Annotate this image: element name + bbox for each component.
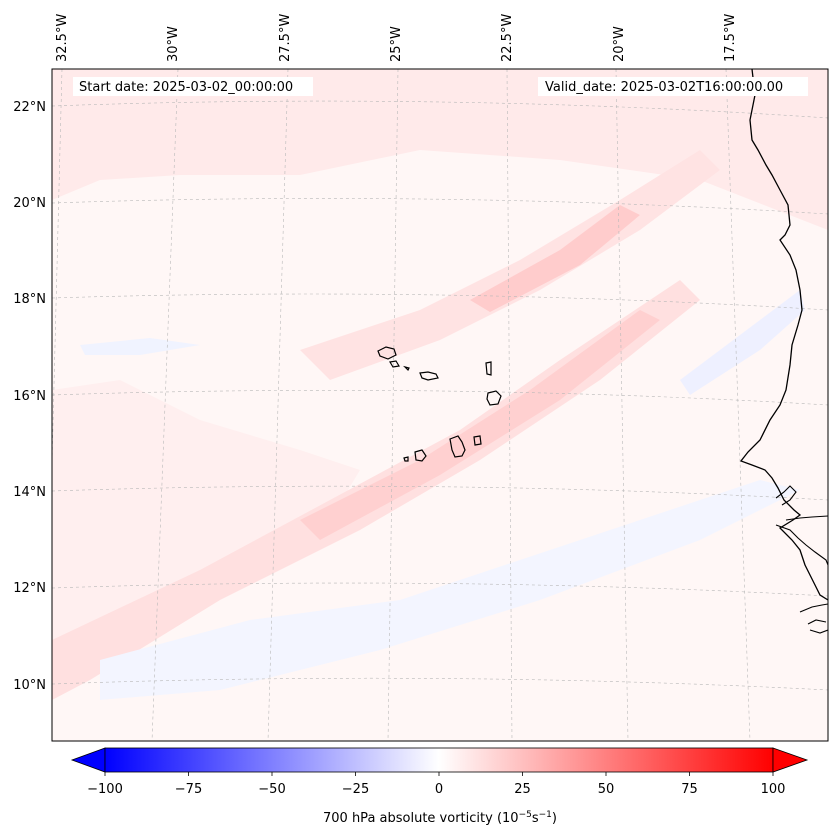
lon-label: 20°W xyxy=(612,26,627,62)
lat-label: 14°N xyxy=(13,485,46,500)
lon-label: 30°W xyxy=(166,26,181,62)
cape-verde-islands xyxy=(377,346,502,462)
colorbar-tick-label: 0 xyxy=(435,782,443,797)
vorticity-negative-east xyxy=(680,290,805,395)
longitude-labels: 32.5°W 30°W 27.5°W 25°W 22.5°W 20°W 17.5… xyxy=(55,14,738,62)
senegal-coast-detail xyxy=(775,485,828,634)
lat-label: 10°N xyxy=(13,678,46,693)
lon-label: 32.5°W xyxy=(55,14,70,62)
colorbar-tick-marks xyxy=(104,772,774,776)
colorbar-extend-max xyxy=(772,747,809,773)
vorticity-negative-south xyxy=(100,480,800,700)
lon-label: 22.5°W xyxy=(500,14,515,62)
lat-label: 22°N xyxy=(13,100,46,115)
colorbar-label: 700 hPa absolute vorticity (10−5s−1) xyxy=(323,810,557,826)
african-coastline xyxy=(739,69,828,601)
valid-date-box xyxy=(538,77,808,96)
colorbar: −100 −75 −50 −25 0 25 50 75 100 700 hPa … xyxy=(70,747,809,826)
lat-label: 20°N xyxy=(13,196,46,211)
valid-date-label: Valid_date: 2025-03-02T16:00:00.00 xyxy=(545,80,783,95)
colorbar-body xyxy=(104,747,774,773)
colorbar-tick-label: −25 xyxy=(342,782,369,797)
lon-label: 17.5°W xyxy=(723,14,738,62)
colorbar-tick-label: −50 xyxy=(258,782,285,797)
colorbar-tick-label: 75 xyxy=(681,782,698,797)
colorbar-tick-label: 100 xyxy=(761,782,786,797)
colorbar-tick-label: −75 xyxy=(175,782,202,797)
start-date-box xyxy=(73,77,313,96)
map-panel xyxy=(52,69,828,741)
vorticity-negative-west xyxy=(80,338,200,355)
vorticity-band-north-core xyxy=(470,205,640,312)
colorbar-extend-min xyxy=(70,747,106,773)
colorbar-tick-label: 25 xyxy=(514,782,531,797)
latitude-labels: 22°N 20°N 18°N 16°N 14°N 12°N 10°N xyxy=(13,100,46,693)
lat-label: 12°N xyxy=(13,581,46,596)
start-date-label: Start date: 2025-03-02_00:00:00 xyxy=(79,80,293,95)
vorticity-band-south-core xyxy=(300,310,660,540)
map-frame xyxy=(51,68,829,742)
colorbar-tick-label: −100 xyxy=(87,782,123,797)
gridlines xyxy=(52,69,828,741)
vorticity-field-west xyxy=(52,380,360,640)
lon-label: 25°W xyxy=(389,26,404,62)
lat-label: 16°N xyxy=(13,389,46,404)
lat-label: 18°N xyxy=(13,292,46,307)
colorbar-tick-label: 50 xyxy=(598,782,615,797)
vorticity-band-north xyxy=(300,150,720,380)
vorticity-field-north xyxy=(52,69,828,230)
lon-label: 27.5°W xyxy=(278,14,293,62)
